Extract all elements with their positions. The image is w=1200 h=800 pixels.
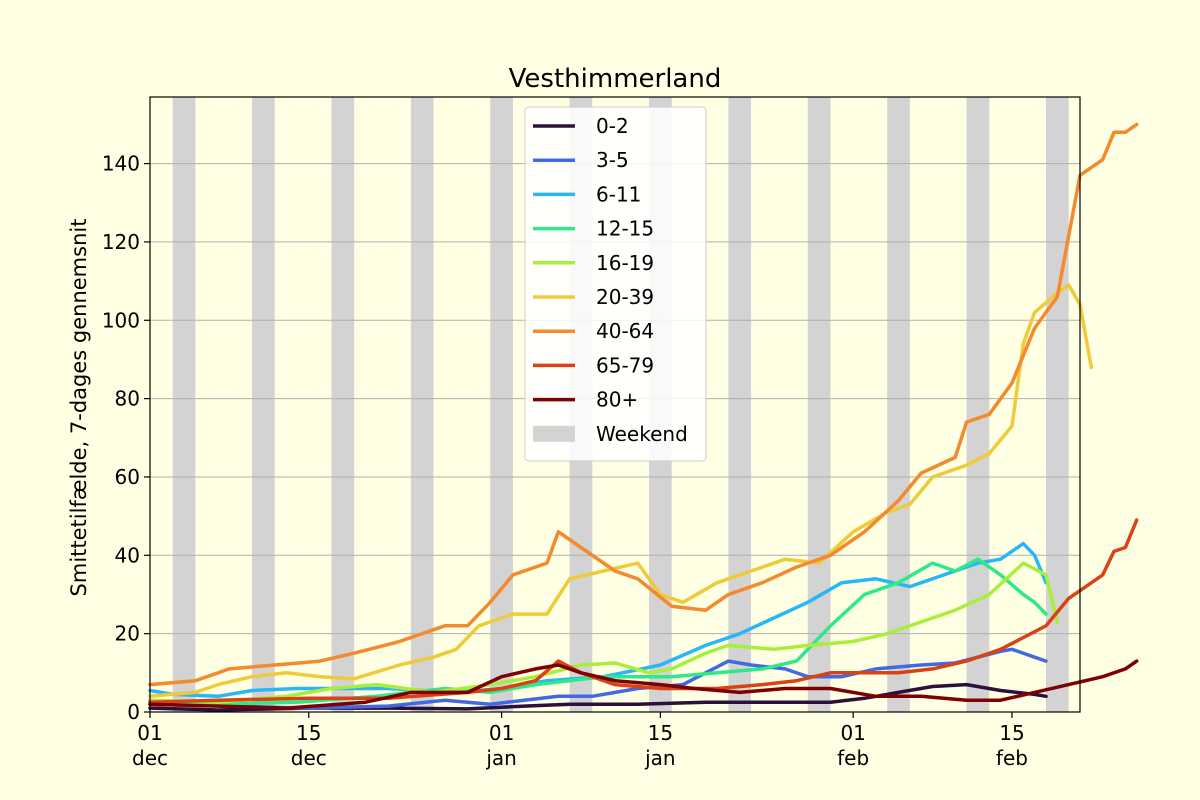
x-tick-label: 01 dec (132, 721, 168, 770)
weekend-band (252, 97, 275, 712)
legend-label: 3-5 (596, 148, 629, 172)
series-line-65-79 (148, 518, 1139, 704)
x-tick-label: 15 jan (644, 721, 676, 770)
series-line-80+ (148, 659, 1139, 710)
y-tick-label: 60 (115, 465, 140, 489)
series-line-16-19 (148, 561, 1060, 704)
weekend-band (172, 97, 196, 712)
x-tick-label-line: dec (132, 746, 168, 770)
weekend-band (966, 97, 990, 712)
y-tick-label: 140 (102, 152, 140, 176)
legend-label-weekend: Weekend (596, 422, 688, 446)
x-tick-label: 15 feb (996, 721, 1028, 770)
legend-label: 12-15 (596, 217, 654, 241)
weekend-band (728, 97, 752, 712)
x-tick-label: 15 dec (291, 721, 327, 770)
legend-label: 0-2 (596, 114, 629, 138)
x-tick-label-line: jan (485, 746, 517, 770)
chart-title: Vesthimmerland (509, 64, 722, 94)
y-tick-label: 20 (115, 622, 140, 646)
series-lines (148, 122, 1139, 712)
y-axis-label: Smittetilfælde, 7-dages gennemsnit (67, 219, 91, 597)
weekend-band (1045, 97, 1069, 712)
x-tick-label: 01 feb (837, 721, 869, 770)
weekend-band (807, 97, 831, 712)
x-tick-label-line: 15 (648, 721, 673, 745)
x-tick-label-line: 15 (296, 721, 321, 745)
weekend-band (887, 97, 910, 712)
y-tick-label: 100 (102, 308, 140, 332)
x-tick-label-line: 01 (840, 721, 865, 745)
weekend-band (490, 97, 513, 712)
x-tick-label-line: feb (996, 746, 1028, 770)
legend: 0-2 3-5 6-11 12-15 16-19 20-39 40-64 65-79 80+ We… (524, 106, 707, 462)
legend-label: 20-39 (596, 285, 654, 309)
x-tick-label-line: jan (644, 746, 676, 770)
legend-swatch-weekend (533, 425, 575, 442)
series-line-6-11 (148, 541, 1048, 699)
x-tick-label-line: 01 (489, 721, 514, 745)
x-tick-label: 01 jan (485, 721, 517, 770)
x-tick-label-line: 01 (137, 721, 162, 745)
y-tick-label: 40 (115, 543, 140, 567)
y-tick-label: 0 (127, 700, 140, 724)
y-tick-label: 80 (115, 387, 140, 411)
legend-label: 40-64 (596, 319, 654, 343)
legend-label: 65-79 (596, 353, 654, 377)
legend-label: 80+ (596, 388, 638, 412)
weekend-band (331, 97, 355, 712)
series-line-20-39 (148, 283, 1094, 699)
x-tick-label-line: dec (291, 746, 327, 770)
weekend-band (410, 97, 434, 712)
weekend-bands (172, 97, 1069, 712)
legend-label: 16-19 (596, 251, 654, 275)
legend-label: 6-11 (596, 182, 641, 206)
x-tick-label-line: feb (837, 746, 869, 770)
y-tick-label: 120 (102, 230, 140, 254)
x-tick-label-line: 15 (999, 721, 1024, 745)
plot-frame (149, 96, 1081, 713)
series-line-40-64 (148, 122, 1139, 687)
